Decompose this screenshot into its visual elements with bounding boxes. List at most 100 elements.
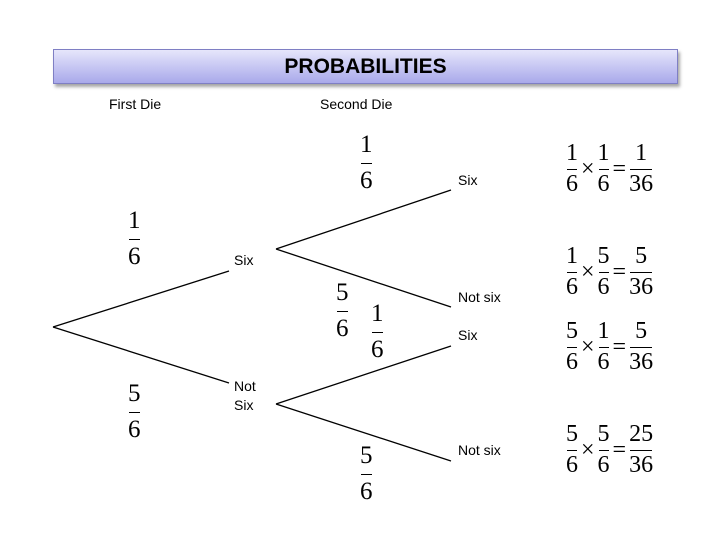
fraction-six-six: 1 6	[360, 130, 373, 196]
factor-b: 1 6	[598, 140, 610, 198]
numerator: 5	[635, 243, 648, 269]
denominator: 6	[371, 336, 384, 363]
denominator: 6	[566, 349, 578, 375]
node-six: Six	[234, 252, 254, 268]
fraction-bar	[567, 169, 577, 170]
fraction-first-not-six: 5 6	[128, 379, 141, 445]
fraction-bar	[598, 347, 609, 348]
fraction-six-not-six: 5 6	[336, 278, 349, 344]
product: 1 36	[629, 140, 653, 198]
product: 5 36	[629, 243, 653, 301]
factor-a: 5 6	[566, 318, 578, 376]
denominator: 6	[566, 171, 578, 197]
numerator: 5	[597, 243, 610, 269]
branch-six-six	[275, 189, 452, 250]
numerator: 1	[597, 140, 610, 166]
denominator: 6	[128, 243, 141, 270]
branch-not-six-not-six	[275, 403, 452, 462]
fraction-not-six-six: 1 6	[371, 299, 384, 365]
denominator: 36	[629, 274, 654, 300]
numerator: 5	[336, 279, 349, 306]
equals-sign: =	[612, 258, 627, 285]
title-banner: PROBABILITIES	[53, 49, 678, 84]
product: 5 36	[629, 318, 653, 376]
numerator: 5	[597, 421, 610, 447]
leaf-six-bottom: Six	[458, 327, 478, 343]
denominator: 36	[629, 349, 654, 375]
factor-b: 5 6	[598, 421, 610, 479]
result-not-six-not-six: 5 6 × 5 6 = 25 36	[566, 421, 653, 479]
fraction-bar	[372, 332, 383, 333]
page-title: PROBABILITIES	[284, 54, 447, 78]
fraction-bar	[567, 347, 577, 348]
branch-not-six-six	[275, 345, 452, 405]
product: 25 36	[629, 421, 653, 479]
leaf-not-six-top: Not six	[458, 289, 501, 305]
numerator: 1	[128, 207, 141, 234]
numerator: 1	[360, 131, 373, 158]
fraction-bar	[567, 450, 577, 451]
numerator: 5	[635, 318, 648, 344]
fraction-bar	[598, 450, 609, 451]
denominator: 6	[566, 452, 578, 478]
denominator: 6	[597, 171, 610, 197]
denominator: 6	[360, 478, 373, 505]
result-six-six: 1 6 × 1 6 = 1 36	[566, 140, 653, 198]
denominator: 6	[597, 274, 610, 300]
numerator: 1	[566, 140, 578, 166]
equals-sign: =	[612, 333, 627, 360]
fraction-bar	[129, 239, 140, 240]
denominator: 36	[629, 452, 654, 478]
numerator: 1	[566, 243, 578, 269]
leaf-not-six-bottom: Not six	[458, 442, 501, 458]
denominator: 6	[360, 167, 373, 194]
denominator: 36	[629, 171, 654, 197]
fraction-bar	[598, 272, 609, 273]
factor-a: 5 6	[566, 421, 578, 479]
denominator: 6	[597, 349, 610, 375]
factor-a: 1 6	[566, 243, 578, 301]
fraction-bar	[630, 272, 653, 273]
times-sign: ×	[581, 436, 595, 463]
fraction-bar	[630, 169, 653, 170]
equals-sign: =	[612, 436, 627, 463]
branch-first-not-six	[52, 326, 230, 384]
numerator: 5	[566, 421, 578, 447]
leaf-six-top: Six	[458, 172, 478, 188]
fraction-bar	[129, 412, 140, 413]
equals-sign: =	[612, 155, 627, 182]
factor-b: 1 6	[598, 318, 610, 376]
denominator: 6	[566, 274, 578, 300]
fraction-not-six-not-six: 5 6	[360, 441, 373, 507]
first-die-header: First Die	[109, 96, 162, 112]
factor-a: 1 6	[566, 140, 578, 198]
fraction-bar	[337, 311, 348, 312]
numerator: 1	[371, 300, 384, 327]
fraction-bar	[598, 169, 609, 170]
denominator: 6	[128, 416, 141, 443]
fraction-first-six: 1 6	[128, 206, 141, 272]
denominator: 6	[336, 315, 349, 342]
branch-first-six	[52, 270, 230, 328]
result-not-six-six: 5 6 × 1 6 = 5 36	[566, 318, 653, 376]
node-not-six-line1: Not	[234, 378, 256, 394]
times-sign: ×	[581, 258, 595, 285]
second-die-header: Second Die	[320, 96, 393, 112]
result-six-not-six: 1 6 × 5 6 = 5 36	[566, 243, 653, 301]
node-not-six-line2: Six	[234, 397, 254, 413]
numerator: 1	[635, 140, 648, 166]
fraction-bar	[567, 272, 577, 273]
fraction-bar	[361, 163, 372, 164]
fraction-bar	[630, 450, 653, 451]
fraction-bar	[361, 474, 372, 475]
numerator: 25	[629, 421, 654, 447]
branch-six-not-six	[275, 248, 452, 308]
times-sign: ×	[581, 333, 595, 360]
numerator: 1	[597, 318, 610, 344]
numerator: 5	[128, 380, 141, 407]
denominator: 6	[597, 452, 610, 478]
numerator: 5	[360, 442, 373, 469]
factor-b: 5 6	[598, 243, 610, 301]
numerator: 5	[566, 318, 578, 344]
